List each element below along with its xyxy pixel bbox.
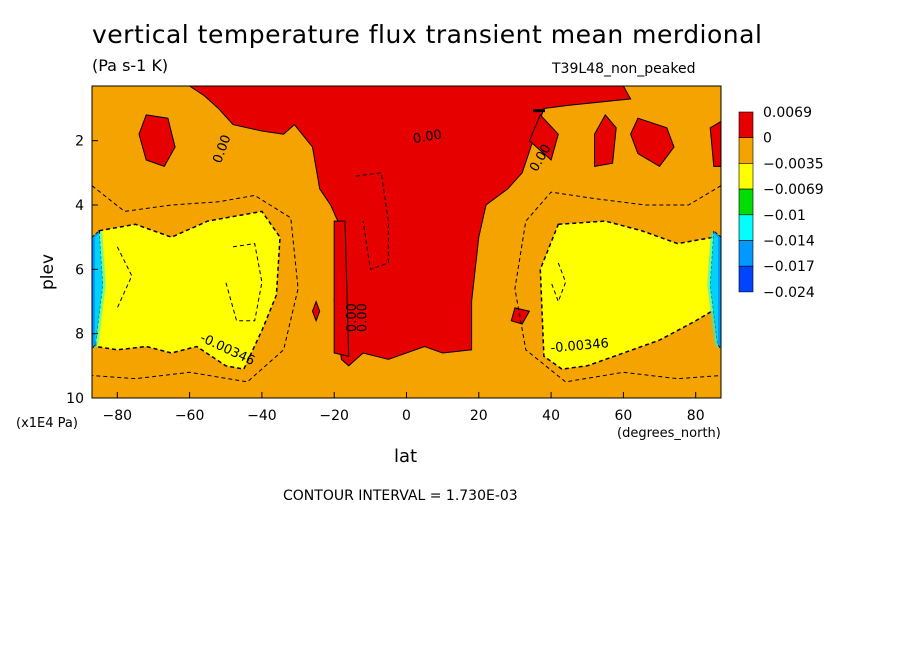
contour-line-4 bbox=[514, 185, 721, 383]
x-tick-label-4: 0 bbox=[402, 408, 411, 424]
contour-line-3 bbox=[355, 172, 389, 270]
contour-line-5 bbox=[550, 262, 567, 303]
y-axis-unit: (x1E4 Pa) bbox=[16, 416, 78, 431]
contour-label-6: -0.00346 bbox=[550, 336, 610, 356]
x-tick-label-8: 80 bbox=[687, 408, 705, 424]
x-tick-label-3: −20 bbox=[319, 408, 349, 424]
contour-label-4: 0.00 bbox=[356, 303, 371, 332]
chart-units: (Pa s-1 K) bbox=[92, 56, 169, 75]
legend-label-5: −0.014 bbox=[763, 234, 815, 250]
legend-label-3: −0.0069 bbox=[763, 182, 824, 198]
x-tick-label-2: −40 bbox=[247, 408, 277, 424]
legend-label-6: −0.017 bbox=[763, 259, 815, 275]
region-strong-negative-core-1 bbox=[707, 230, 719, 350]
region-strong-negative-core-0 bbox=[94, 230, 106, 350]
y-tick-label-3: 8 bbox=[75, 327, 84, 343]
y-tick-label-4: 10 bbox=[66, 391, 84, 407]
contour-line-2 bbox=[116, 246, 133, 309]
region-positive-5 bbox=[594, 114, 617, 167]
legend-swatch-4 bbox=[738, 214, 754, 241]
legend-label-0: 0.0069 bbox=[763, 105, 812, 121]
contour-dash-mark bbox=[533, 109, 546, 113]
region-positive-8 bbox=[510, 307, 531, 325]
legend-swatch-3 bbox=[738, 188, 754, 216]
plot-area bbox=[92, 86, 721, 398]
y-tick-label-2: 6 bbox=[75, 262, 84, 278]
legend-swatch-1 bbox=[738, 137, 754, 164]
run-label: T39L48_non_peaked bbox=[552, 61, 696, 77]
region-positive-2 bbox=[138, 114, 176, 168]
contour-line-1 bbox=[225, 243, 263, 322]
y-axis-label: plev bbox=[38, 253, 59, 291]
legend-label-7: −0.024 bbox=[763, 285, 815, 301]
x-tick-label-7: 60 bbox=[614, 408, 632, 424]
x-tick-label-6: 40 bbox=[542, 408, 560, 424]
x-axis: −80 −60 −40 −20 0 20 40 60 80 bbox=[103, 392, 705, 424]
chart-title: vertical temperature flux transient mean… bbox=[92, 20, 763, 49]
legend-swatch-5 bbox=[738, 240, 754, 267]
region-negative-1 bbox=[539, 220, 719, 370]
x-axis-label: lat bbox=[394, 446, 418, 467]
region-positive-7 bbox=[311, 300, 321, 323]
region-positive-4 bbox=[528, 113, 559, 161]
contour-interval-note: CONTOUR INTERVAL = 1.730E-03 bbox=[283, 488, 518, 504]
region-positive-1 bbox=[333, 220, 350, 357]
legend-swatch-6 bbox=[738, 265, 754, 293]
contour-label-3: 0.00 bbox=[345, 303, 360, 332]
region-positive-3 bbox=[630, 117, 675, 168]
legend-swatch-0 bbox=[738, 111, 754, 139]
legend-label-1: 0 bbox=[763, 131, 772, 147]
x-tick-label-1: −60 bbox=[175, 408, 205, 424]
legend-label-2: −0.0035 bbox=[763, 156, 824, 172]
y-axis: 2 4 6 8 10 bbox=[66, 134, 98, 407]
y-tick-label-1: 4 bbox=[75, 198, 84, 214]
legend-label-4: −0.01 bbox=[763, 208, 806, 224]
x-axis-unit: (degrees_north) bbox=[617, 426, 721, 441]
region-positive-6 bbox=[709, 120, 721, 167]
x-tick-label-0: −80 bbox=[103, 408, 133, 424]
contour-line-0 bbox=[92, 185, 299, 383]
contour-label-1: 0.00 bbox=[412, 127, 443, 147]
x-tick-label-5: 20 bbox=[470, 408, 488, 424]
legend-swatch-2 bbox=[738, 163, 754, 190]
region-negative-0 bbox=[94, 210, 281, 370]
y-tick-label-0: 2 bbox=[75, 134, 84, 150]
contour-lines bbox=[92, 109, 721, 383]
legend: 0.0069 0 −0.0035 −0.0069 −0.01 −0.014 −0.017 −0… bbox=[738, 105, 824, 301]
